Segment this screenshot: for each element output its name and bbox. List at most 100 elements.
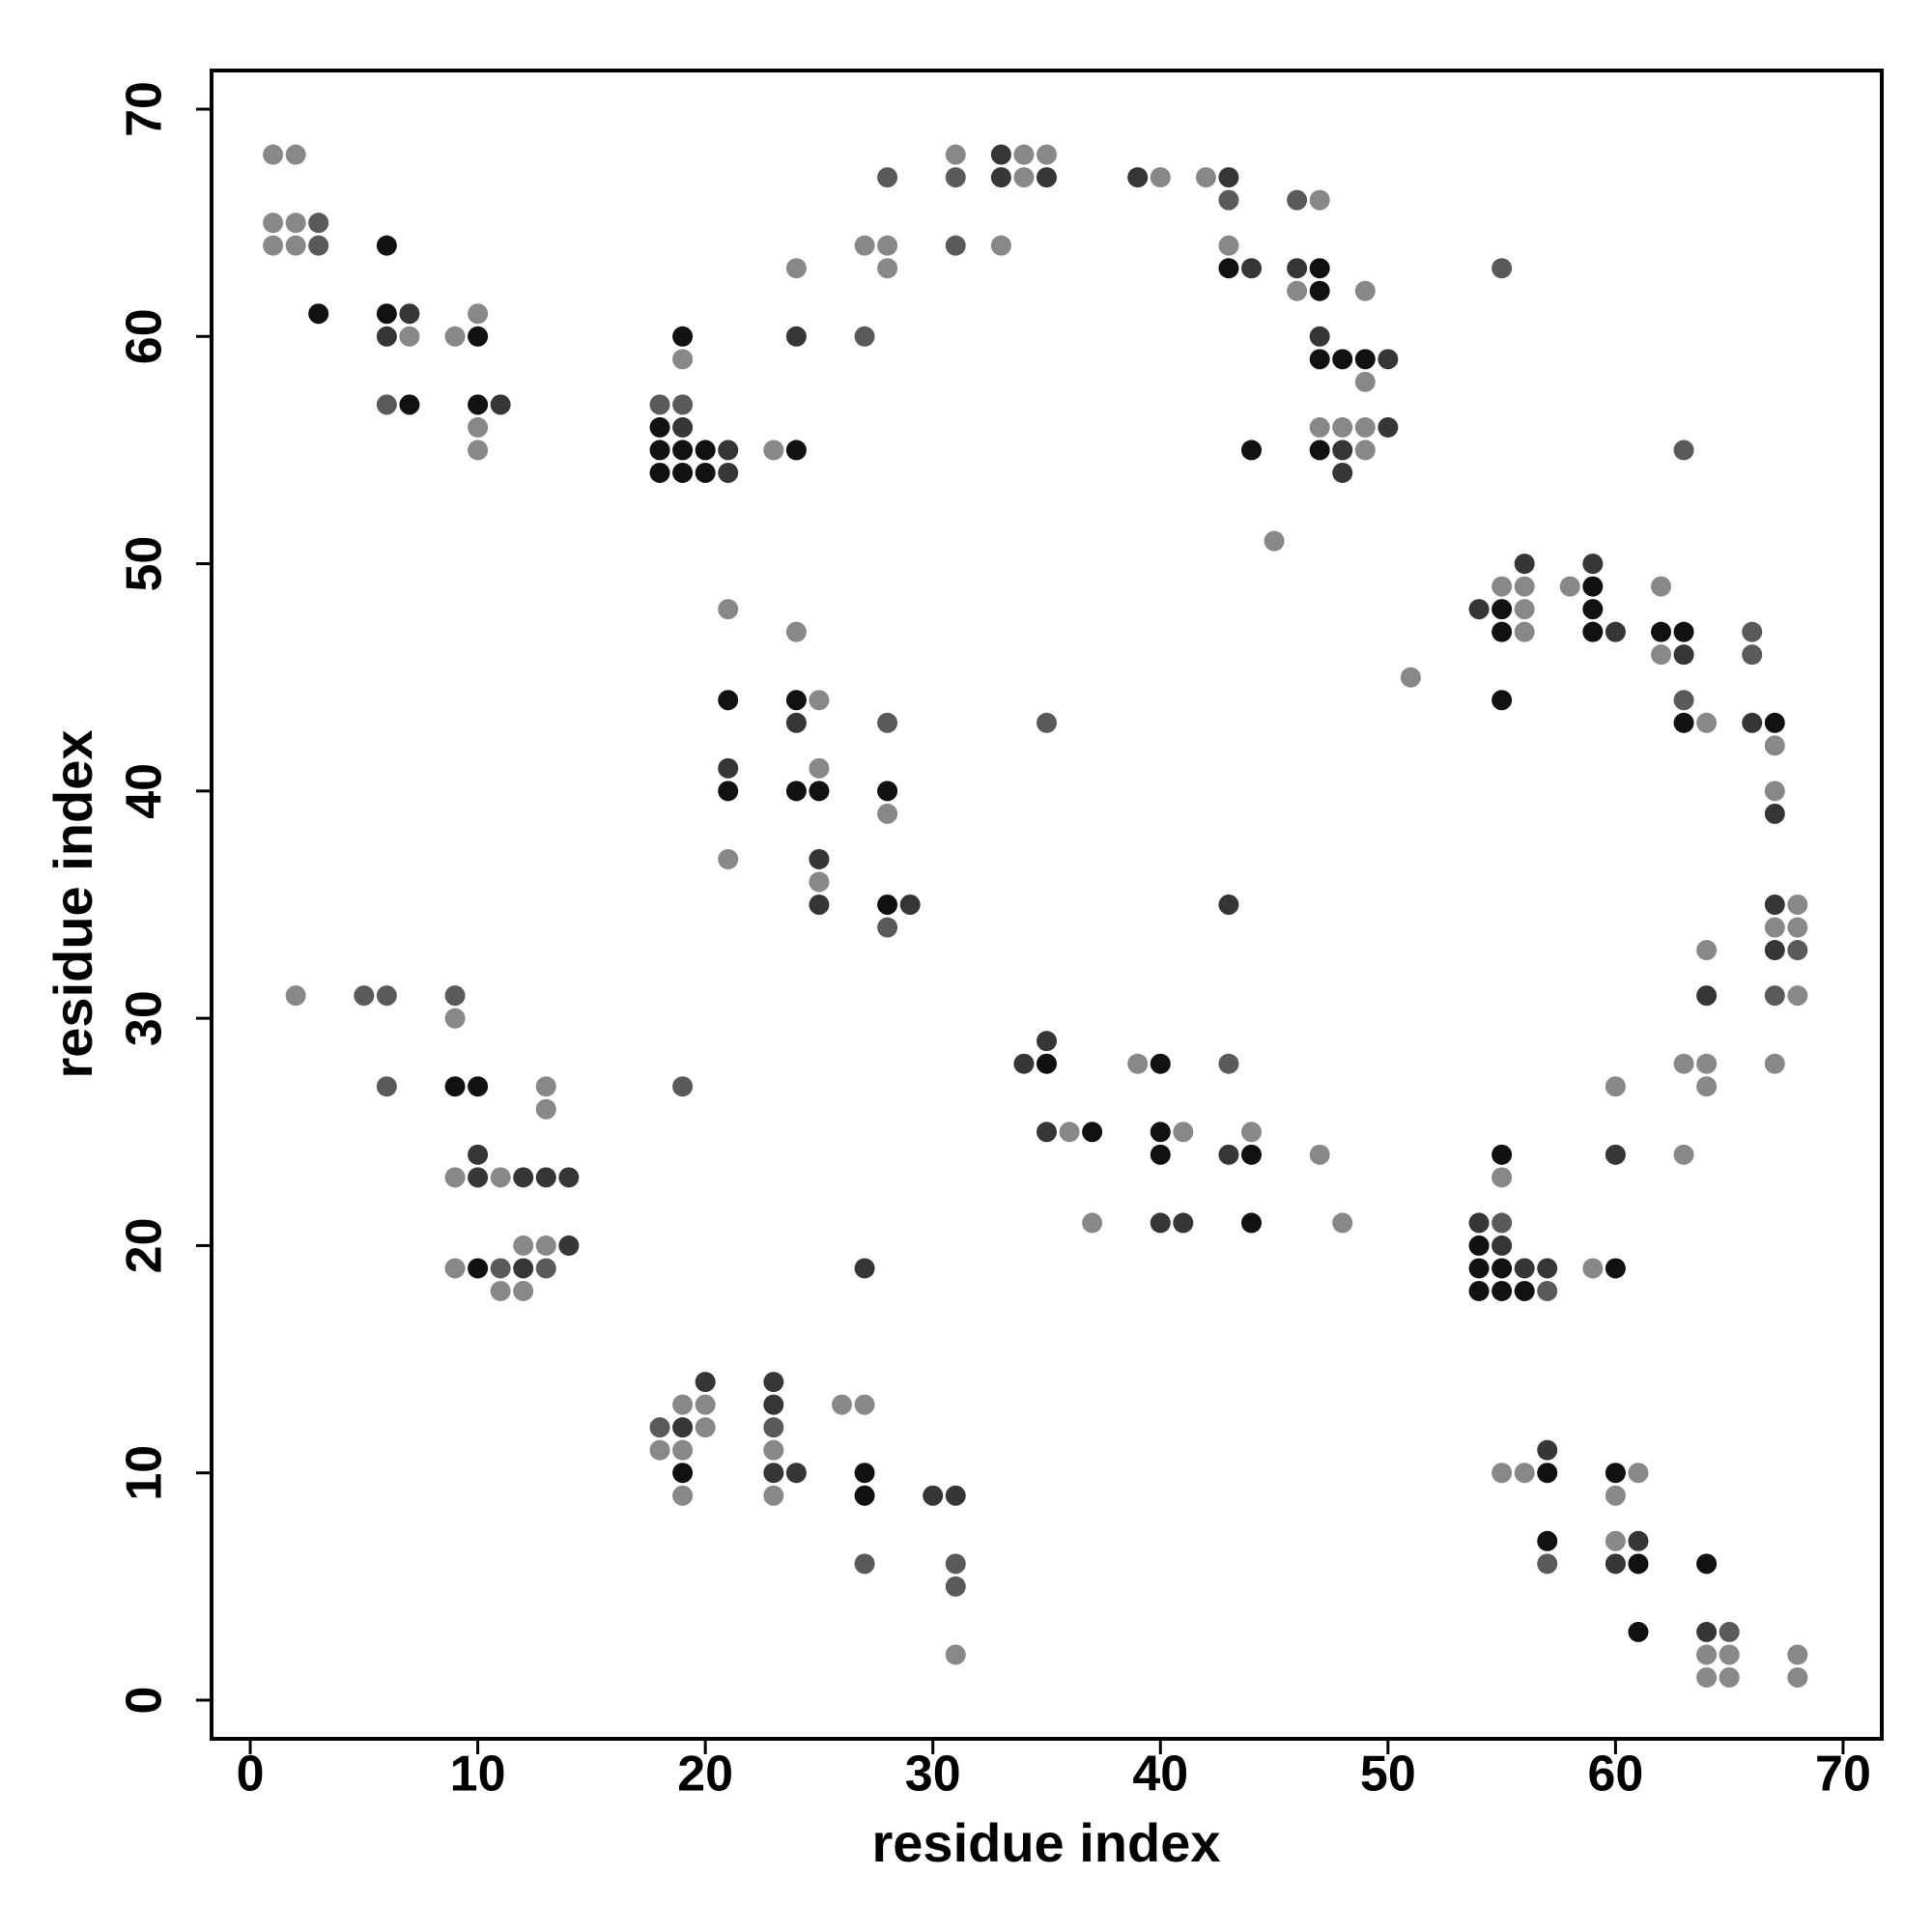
point xyxy=(1218,189,1239,211)
point xyxy=(1127,167,1149,188)
point xyxy=(399,326,420,347)
point xyxy=(854,1553,875,1575)
point xyxy=(1514,599,1535,620)
point xyxy=(649,416,670,438)
point xyxy=(1605,1553,1626,1575)
point xyxy=(468,1144,489,1165)
point xyxy=(831,1394,852,1415)
point xyxy=(468,416,489,438)
point xyxy=(1787,940,1808,961)
point xyxy=(1218,235,1239,256)
point xyxy=(854,235,875,256)
point xyxy=(490,1258,511,1279)
point xyxy=(1264,530,1285,552)
point xyxy=(1332,416,1353,438)
point xyxy=(1582,554,1604,575)
point xyxy=(1719,1621,1740,1642)
point xyxy=(1173,1212,1194,1234)
point xyxy=(1764,1053,1785,1074)
point xyxy=(763,1463,784,1484)
point xyxy=(308,303,329,325)
point xyxy=(649,394,670,415)
point xyxy=(672,462,694,483)
point xyxy=(1673,644,1694,666)
point xyxy=(718,690,739,711)
point xyxy=(649,1439,670,1461)
point xyxy=(1673,712,1694,733)
x-tick-label: 30 xyxy=(905,1747,961,1803)
point xyxy=(854,1485,875,1506)
point xyxy=(1628,1530,1649,1551)
point xyxy=(1537,1280,1558,1301)
point xyxy=(1696,1553,1718,1575)
point xyxy=(1195,167,1216,188)
point xyxy=(1309,416,1330,438)
point xyxy=(1150,1122,1171,1143)
point xyxy=(785,781,807,802)
point xyxy=(945,1485,966,1506)
y-tick-label: 70 xyxy=(117,81,173,137)
point xyxy=(1605,1463,1626,1484)
point xyxy=(1287,280,1308,301)
point xyxy=(672,1485,694,1506)
point xyxy=(1127,1053,1149,1074)
point xyxy=(1241,1212,1263,1234)
point xyxy=(1241,1144,1263,1165)
point xyxy=(718,848,739,869)
point xyxy=(1696,940,1718,961)
point xyxy=(672,349,694,370)
point xyxy=(1013,167,1035,188)
point xyxy=(1150,1144,1171,1165)
point xyxy=(1514,576,1535,597)
point xyxy=(1492,1463,1513,1484)
point xyxy=(854,1463,875,1484)
point xyxy=(1468,1212,1490,1234)
point xyxy=(399,303,420,325)
point xyxy=(809,848,830,869)
point xyxy=(513,1167,534,1188)
point xyxy=(785,621,807,642)
point xyxy=(718,440,739,461)
point xyxy=(1651,621,1672,642)
point xyxy=(672,1439,694,1461)
x-tick-label: 0 xyxy=(237,1747,265,1803)
point xyxy=(535,1098,556,1120)
point xyxy=(1605,1144,1626,1165)
point xyxy=(1492,1144,1513,1165)
point xyxy=(785,326,807,347)
point xyxy=(285,235,306,256)
point xyxy=(558,1167,580,1188)
point xyxy=(763,1485,784,1506)
y-tick-label: 0 xyxy=(117,1687,173,1715)
point xyxy=(1241,258,1263,279)
point xyxy=(1673,440,1694,461)
point xyxy=(1628,1463,1649,1484)
point xyxy=(672,1394,694,1415)
point xyxy=(854,1394,875,1415)
point xyxy=(854,1258,875,1279)
point xyxy=(444,1076,466,1097)
point xyxy=(444,985,466,1007)
point xyxy=(672,1463,694,1484)
point xyxy=(877,258,898,279)
point xyxy=(1582,599,1604,620)
point xyxy=(1514,1463,1535,1484)
point xyxy=(535,1076,556,1097)
point xyxy=(990,144,1011,165)
point xyxy=(649,1417,670,1438)
point xyxy=(695,440,716,461)
point xyxy=(468,394,489,415)
point xyxy=(490,1280,511,1301)
point xyxy=(1719,1644,1740,1665)
point xyxy=(376,985,397,1007)
point xyxy=(1037,144,1057,165)
point xyxy=(1013,144,1035,165)
point xyxy=(263,144,284,165)
point xyxy=(376,394,397,415)
point xyxy=(1309,258,1330,279)
point xyxy=(1696,1076,1718,1097)
point xyxy=(718,599,739,620)
point xyxy=(376,235,397,256)
point xyxy=(945,235,966,256)
point xyxy=(468,440,489,461)
